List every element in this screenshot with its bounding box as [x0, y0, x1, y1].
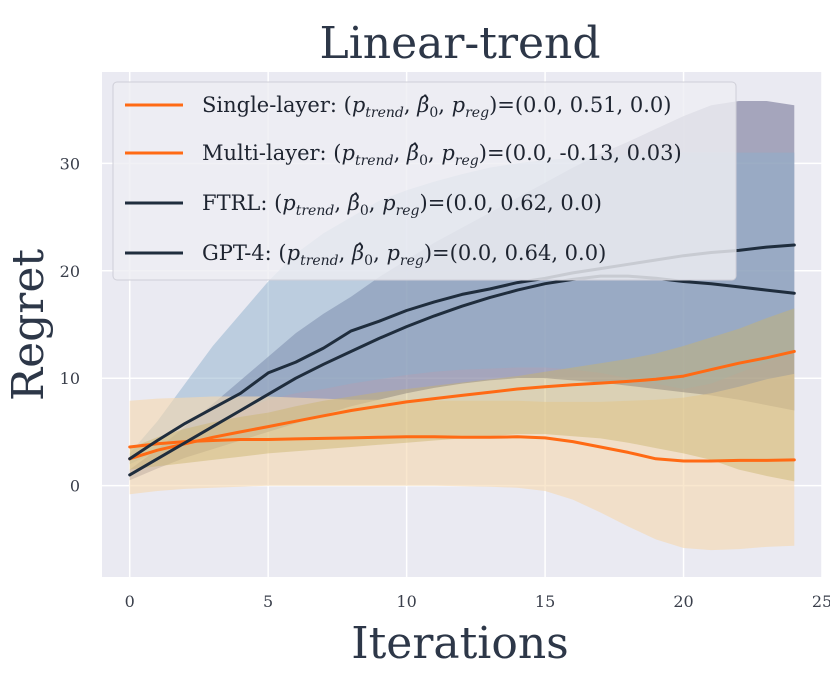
- x-tick-label: 5: [263, 592, 273, 611]
- legend-entry-gpt-4: GPT-4: (ptrend, β̂0, preg)=(0.0, 0.64, 0…: [202, 241, 606, 269]
- x-tick-label: 25: [812, 592, 830, 611]
- legend-entry-single-layer: Single-layer: (ptrend, β̂0, preg)=(0.0, …: [202, 93, 672, 121]
- x-axis-label: Iterations: [351, 618, 569, 669]
- x-tick-labels: 0 5 10 15 20 25: [125, 592, 830, 611]
- legend-box: [112, 81, 737, 281]
- chart-title: Linear-trend: [319, 18, 600, 69]
- legend: Single-layer: (ptrend, β̂0, preg)=(0.0, …: [112, 81, 737, 281]
- x-tick-label: 20: [673, 592, 693, 611]
- line-single-layer: [128, 435, 796, 463]
- y-tick-label: 0: [70, 477, 80, 496]
- legend-entry-ftrl: FTRL: (ptrend, β̂0, preg)=(0.0, 0.62, 0.…: [202, 191, 602, 219]
- x-tick-label: 10: [396, 592, 416, 611]
- y-tick-labels: 0 10 20 30: [60, 154, 80, 495]
- x-tick-label: 15: [535, 592, 555, 611]
- y-axis-label: Regret: [3, 249, 54, 401]
- y-tick-label: 10: [60, 369, 80, 388]
- x-tick-label: 0: [125, 592, 135, 611]
- line-ftrl: [128, 274, 796, 477]
- line-multi-layer: [128, 349, 796, 461]
- legend-entry-multi-layer: Multi-layer: (ptrend, β̂0, preg)=(0.0, -…: [202, 141, 682, 169]
- band-single-layer: [129, 373, 795, 551]
- y-tick-label: 20: [60, 262, 80, 281]
- y-tick-label: 30: [60, 154, 80, 173]
